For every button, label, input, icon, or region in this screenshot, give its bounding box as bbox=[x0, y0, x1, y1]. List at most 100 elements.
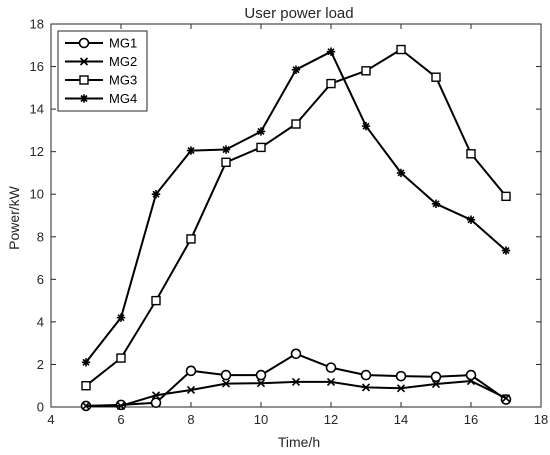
x-marker bbox=[396, 384, 406, 393]
star-marker bbox=[186, 146, 196, 155]
x-marker bbox=[79, 57, 89, 66]
legend-label: MG4 bbox=[109, 91, 137, 106]
data-point-mg4 bbox=[221, 145, 231, 154]
data-point-mg1 bbox=[290, 348, 302, 360]
square-marker bbox=[466, 149, 476, 159]
data-point-mg2 bbox=[116, 401, 126, 411]
data-point-mg4 bbox=[466, 215, 476, 224]
square-marker bbox=[186, 234, 196, 244]
data-point-mg4 bbox=[81, 358, 91, 367]
star-marker bbox=[466, 215, 476, 224]
x-tick-label: 12 bbox=[324, 412, 338, 427]
star-marker bbox=[291, 65, 301, 74]
data-point-mg3 bbox=[361, 66, 371, 76]
x-marker bbox=[326, 377, 336, 386]
data-point-mg1 bbox=[185, 365, 197, 377]
data-point-mg1 bbox=[220, 369, 232, 381]
axes-box bbox=[50, 23, 542, 408]
x-tick-label: 16 bbox=[464, 412, 478, 427]
data-point-mg2 bbox=[291, 377, 301, 386]
y-tick-label: 2 bbox=[37, 357, 44, 372]
data-point-mg3 bbox=[81, 381, 91, 391]
square-marker bbox=[326, 78, 336, 89]
data-point-mg2 bbox=[81, 401, 91, 411]
y-axis-label: Power/kW bbox=[6, 185, 22, 250]
legend-item-mg4: MG4 bbox=[65, 91, 137, 106]
circle-marker bbox=[430, 371, 442, 383]
square-marker bbox=[291, 119, 301, 129]
x-marker bbox=[466, 376, 476, 386]
square-marker bbox=[431, 72, 441, 82]
circle-marker bbox=[465, 369, 477, 381]
legend-marker bbox=[79, 57, 89, 66]
data-point-mg2 bbox=[151, 391, 161, 400]
star-marker bbox=[256, 127, 266, 136]
legend-item-mg1: MG1 bbox=[65, 36, 137, 51]
x-marker bbox=[361, 383, 371, 392]
x-marker bbox=[291, 377, 301, 386]
data-point-mg3 bbox=[466, 149, 476, 159]
circle-marker bbox=[395, 370, 407, 382]
star-marker bbox=[116, 313, 126, 322]
star-marker bbox=[79, 94, 89, 103]
data-point-mg4 bbox=[361, 121, 371, 131]
y-tick-label: 4 bbox=[37, 314, 44, 329]
data-point-mg2 bbox=[186, 385, 196, 395]
data-point-mg3 bbox=[221, 157, 231, 168]
star-marker bbox=[501, 246, 511, 255]
y-tick-label: 0 bbox=[37, 400, 44, 415]
legend: MG1 MG2 MG3 MG4 bbox=[57, 30, 148, 112]
data-point-mg4 bbox=[396, 168, 406, 178]
axes: 4 6 8 10 12 14 16 18 0 2 4 6 8 10 12 14 16 18 bbox=[30, 17, 549, 428]
circle-marker bbox=[255, 369, 267, 381]
star-marker bbox=[151, 190, 161, 199]
square-marker bbox=[396, 44, 406, 55]
x-axis-label: Time/h bbox=[278, 434, 320, 450]
data-point-mg2 bbox=[221, 379, 231, 388]
y-tick-label: 16 bbox=[30, 59, 44, 74]
data-point-mg2 bbox=[326, 377, 336, 386]
y-tick-label: 6 bbox=[37, 272, 44, 287]
legend-marker bbox=[78, 37, 90, 49]
chart-title: User power load bbox=[244, 5, 353, 22]
x-marker bbox=[256, 379, 266, 388]
x-marker bbox=[116, 401, 126, 411]
x-tick-label: 8 bbox=[187, 412, 194, 427]
y-tick-label: 18 bbox=[30, 17, 44, 32]
data-point-mg1 bbox=[465, 369, 477, 381]
data-point-mg3 bbox=[326, 78, 336, 89]
legend-label: MG2 bbox=[109, 54, 137, 69]
data-point-mg3 bbox=[291, 119, 301, 129]
star-marker bbox=[221, 145, 231, 154]
x-tick-label: 4 bbox=[47, 412, 54, 427]
y-tick-label: 12 bbox=[30, 144, 44, 159]
series-mg3 bbox=[81, 44, 511, 391]
data-point-mg4 bbox=[186, 146, 196, 155]
series-mg4 bbox=[81, 47, 511, 367]
x-marker bbox=[431, 379, 441, 389]
circle-marker bbox=[185, 365, 197, 377]
square-marker bbox=[116, 353, 126, 363]
data-point-mg1 bbox=[150, 397, 162, 409]
square-marker bbox=[361, 66, 371, 76]
x-marker bbox=[186, 385, 196, 395]
star-marker bbox=[326, 47, 336, 56]
data-point-mg4 bbox=[501, 246, 511, 255]
circle-marker bbox=[360, 369, 372, 381]
square-marker bbox=[256, 142, 266, 153]
legend-marker bbox=[79, 94, 89, 103]
data-point-mg2 bbox=[396, 384, 406, 393]
star-marker bbox=[396, 168, 406, 178]
star-marker bbox=[361, 121, 371, 131]
circle-marker bbox=[220, 369, 232, 381]
legend-label: MG1 bbox=[109, 36, 137, 51]
data-point-mg4 bbox=[256, 127, 266, 136]
data-point-mg2 bbox=[431, 379, 441, 389]
data-point-mg1 bbox=[395, 370, 407, 382]
legend-label: MG3 bbox=[109, 73, 137, 88]
y-tick-label: 10 bbox=[30, 187, 44, 202]
data-point-mg1 bbox=[255, 369, 267, 381]
data-point-mg3 bbox=[186, 234, 196, 244]
data-point-mg1 bbox=[360, 369, 372, 381]
data-point-mg1 bbox=[430, 371, 442, 383]
